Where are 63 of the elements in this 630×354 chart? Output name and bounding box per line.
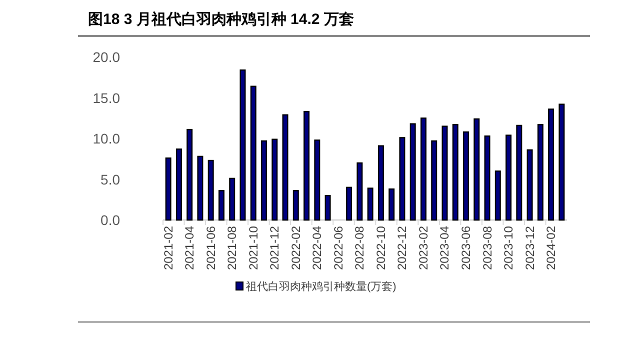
bar bbox=[229, 178, 236, 221]
x-tick-label: 2021-02 bbox=[161, 226, 176, 270]
bar bbox=[474, 118, 480, 221]
bar bbox=[176, 148, 182, 221]
x-tick-label: 2023-08 bbox=[480, 226, 494, 270]
x-tick-label: 2022-06 bbox=[331, 226, 346, 270]
bar bbox=[218, 190, 224, 221]
x-tick-label: 2024-02 bbox=[544, 226, 558, 270]
bar bbox=[452, 124, 458, 221]
x-tick-label: 2022-02 bbox=[288, 226, 303, 270]
bar bbox=[292, 190, 299, 221]
bar bbox=[282, 114, 288, 221]
x-tick-label: 2021-08 bbox=[225, 226, 240, 270]
legend-label: 祖代白羽肉种鸡引种数量(万套) bbox=[246, 280, 396, 293]
bar bbox=[186, 128, 193, 221]
bar bbox=[208, 160, 214, 221]
bar bbox=[197, 156, 204, 221]
x-tick-label: 2021-06 bbox=[204, 226, 218, 270]
y-tick-label: 15.0 bbox=[92, 90, 120, 106]
bar bbox=[494, 170, 501, 221]
bar bbox=[250, 86, 256, 221]
x-tick-label: 2023-10 bbox=[502, 226, 516, 270]
bar bbox=[526, 149, 533, 221]
bar bbox=[558, 104, 565, 221]
bar bbox=[431, 140, 438, 221]
y-tick-label: 10.0 bbox=[92, 130, 120, 146]
bar bbox=[378, 145, 384, 221]
bar bbox=[442, 126, 448, 221]
bar bbox=[346, 186, 352, 221]
bar bbox=[516, 124, 522, 221]
bar bbox=[420, 118, 426, 221]
bar bbox=[548, 108, 554, 221]
x-tick-label: 2022-04 bbox=[310, 226, 324, 270]
x-tick-label: 2023-04 bbox=[438, 226, 452, 270]
x-tick-label: 2021-04 bbox=[182, 226, 197, 270]
chart-title: 图18 3 月祖代白羽肉种鸡引种 14.2 万套 bbox=[88, 11, 354, 28]
x-tick-label: 2022-10 bbox=[374, 226, 388, 270]
bar bbox=[399, 137, 406, 221]
bar bbox=[272, 138, 278, 221]
bar bbox=[165, 157, 172, 221]
x-tick-label: 2023-12 bbox=[522, 226, 537, 270]
bar bbox=[240, 69, 246, 221]
bar bbox=[410, 123, 416, 221]
x-tick-label: 2023-06 bbox=[459, 226, 473, 270]
x-tick-label: 2022-08 bbox=[352, 226, 367, 270]
bar bbox=[506, 134, 512, 221]
y-tick-label: 20.0 bbox=[92, 49, 120, 65]
bar bbox=[314, 140, 320, 221]
bar bbox=[324, 194, 331, 221]
y-tick-label: 0.0 bbox=[100, 212, 120, 228]
bar bbox=[388, 188, 395, 221]
x-tick-label: 2022-12 bbox=[395, 226, 410, 270]
x-tick-label: 2021-12 bbox=[268, 226, 282, 270]
bar bbox=[463, 131, 469, 221]
bar bbox=[304, 111, 310, 221]
bar bbox=[261, 140, 267, 221]
bar bbox=[484, 135, 490, 221]
bar bbox=[356, 162, 363, 221]
x-tick-label: 2023-02 bbox=[416, 226, 430, 270]
bar bbox=[537, 124, 544, 221]
x-tick-label: 2021-10 bbox=[246, 226, 260, 270]
bar bbox=[367, 188, 374, 221]
y-tick-label: 5.0 bbox=[100, 171, 120, 188]
